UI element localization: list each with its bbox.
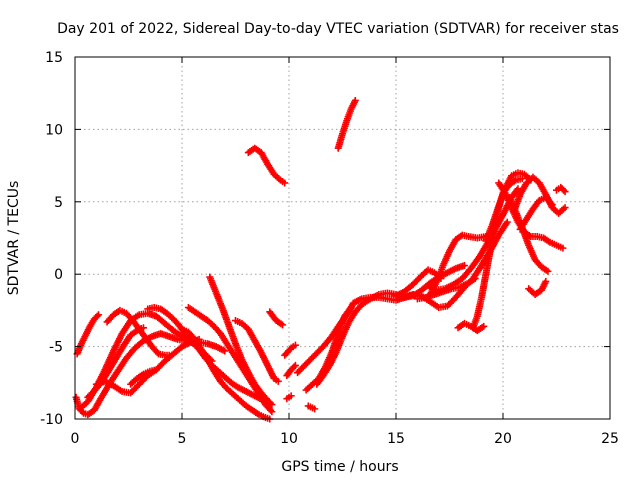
series-track-17 — [283, 392, 295, 403]
series-track-14 — [266, 308, 287, 329]
y-tick-label: 0 — [54, 267, 63, 283]
data-point — [480, 322, 488, 330]
series-track-20 — [304, 402, 319, 413]
chart-title: Day 201 of 2022, Sidereal Day-to-day VTE… — [57, 21, 619, 37]
series-track-18 — [294, 290, 417, 377]
x-axis-title: GPS time / hours — [281, 459, 398, 475]
data-point — [559, 244, 567, 252]
series-track-11 — [206, 273, 276, 409]
series-track-7 — [127, 366, 160, 388]
plot-frame — [74, 56, 611, 420]
series-track-6 — [103, 306, 173, 359]
data-point — [93, 312, 101, 320]
axis-ticks — [74, 56, 611, 420]
data-point — [221, 347, 229, 355]
data-points — [72, 96, 569, 423]
series-track-19 — [302, 304, 355, 394]
data-point — [351, 96, 359, 104]
x-tick-label: 15 — [387, 431, 405, 447]
data-point — [514, 185, 522, 193]
series-track-2 — [73, 311, 103, 358]
data-point — [281, 179, 289, 187]
data-point — [561, 204, 569, 212]
data-point — [266, 399, 274, 407]
x-tick-labels: 0 5 10 15 20 25 — [71, 431, 619, 447]
data-point — [561, 188, 569, 196]
series-track-35 — [525, 277, 550, 298]
data-point — [268, 401, 276, 409]
series-track-5 — [84, 324, 147, 401]
data-point — [513, 186, 521, 194]
series-track-33 — [510, 173, 569, 217]
series-track-27 — [426, 231, 490, 298]
data-point — [544, 267, 552, 275]
series-track-15 — [281, 341, 299, 359]
y-axis-title: SDTVAR / TECUs — [6, 181, 22, 296]
x-tick-label: 5 — [178, 431, 187, 447]
y-tick-label: 5 — [54, 195, 63, 211]
data-point — [347, 304, 355, 312]
data-point — [291, 341, 299, 349]
data-point — [503, 218, 511, 226]
data-point — [290, 363, 298, 371]
series-track-16 — [283, 361, 299, 380]
series-track-34 — [516, 193, 556, 233]
data-point — [287, 392, 295, 400]
data-point — [560, 186, 568, 194]
y-tick-labels: -10 -5 0 5 10 15 — [40, 50, 63, 428]
data-point — [547, 199, 555, 207]
x-tick-label: 10 — [280, 431, 298, 447]
series-track-12 — [232, 317, 282, 385]
series-track-22 — [334, 96, 359, 152]
data-point — [268, 408, 276, 416]
data-point — [346, 305, 354, 313]
x-tick-label: 0 — [71, 431, 80, 447]
series-track-36 — [553, 183, 569, 196]
data-point — [548, 201, 556, 209]
series-track-23 — [392, 266, 445, 300]
x-tick-label: 25 — [601, 431, 619, 447]
data-point — [311, 405, 319, 413]
data-point — [165, 351, 173, 359]
data-point — [95, 311, 103, 319]
data-point — [471, 275, 479, 283]
data-point — [152, 366, 160, 374]
data-point — [460, 262, 468, 270]
data-point — [279, 321, 287, 329]
data-point — [274, 377, 282, 385]
y-tick-label: -5 — [49, 340, 63, 356]
y-tick-label: 15 — [45, 50, 63, 66]
data-point — [267, 406, 275, 414]
y-tick-label: 10 — [45, 122, 63, 138]
data-point — [542, 277, 550, 285]
data-point — [291, 361, 299, 369]
series-track-9 — [178, 325, 274, 423]
y-tick-label: -10 — [40, 412, 63, 428]
series-track-13 — [244, 144, 289, 187]
x-tick-label: 20 — [494, 431, 512, 447]
